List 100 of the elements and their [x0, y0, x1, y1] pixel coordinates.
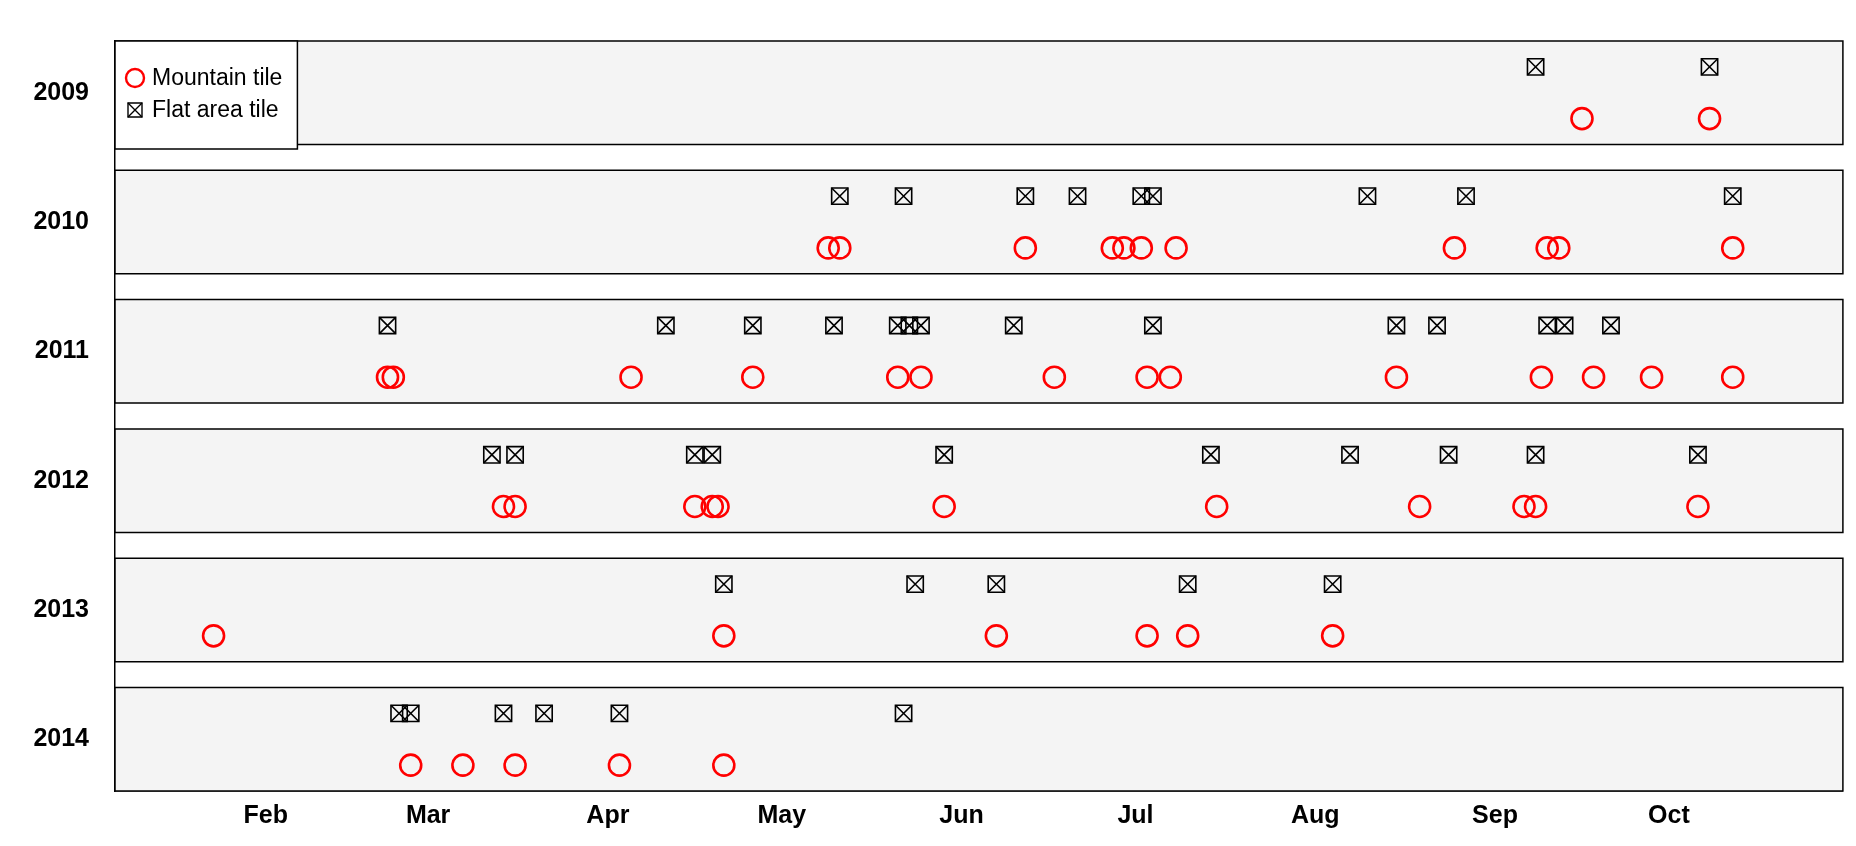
point	[1512, 494, 1536, 519]
point	[1016, 187, 1035, 206]
point	[1158, 365, 1183, 390]
point	[494, 704, 513, 723]
point	[1526, 445, 1545, 464]
point	[700, 494, 725, 519]
point	[685, 445, 704, 464]
point	[888, 316, 907, 335]
point	[1535, 236, 1559, 260]
x-tick-label: Jun	[939, 799, 984, 828]
y-tick-label: 2014	[33, 723, 90, 752]
point	[1407, 494, 1432, 519]
point	[1689, 445, 1707, 464]
point	[1201, 445, 1220, 464]
point	[1132, 187, 1151, 206]
point	[1004, 316, 1023, 335]
point	[894, 187, 913, 206]
point	[503, 494, 527, 519]
point	[900, 316, 919, 335]
x-tick-label: Sep	[1472, 799, 1518, 828]
point	[909, 365, 933, 390]
point	[1358, 187, 1377, 206]
point	[656, 316, 675, 335]
point	[503, 753, 527, 777]
point	[830, 187, 849, 206]
point	[1135, 365, 1159, 390]
y-tick-label: 2012	[33, 464, 89, 493]
point	[1523, 494, 1548, 519]
point	[535, 704, 554, 723]
point	[619, 365, 643, 390]
point	[714, 575, 733, 594]
point	[894, 704, 913, 723]
point	[1384, 365, 1409, 390]
point	[741, 365, 765, 390]
point	[712, 624, 736, 648]
point	[703, 445, 722, 464]
point	[1538, 316, 1557, 335]
point	[825, 316, 843, 335]
point	[1143, 316, 1162, 335]
point	[1135, 624, 1159, 648]
x-tick-label: Apr	[586, 799, 630, 828]
point	[1164, 236, 1188, 260]
point	[1546, 236, 1571, 260]
point	[912, 316, 930, 335]
y-tick-label: 2011	[34, 335, 90, 364]
point	[743, 316, 762, 335]
x-tick-label: May	[757, 799, 807, 828]
point	[1100, 236, 1125, 260]
point	[1720, 365, 1745, 390]
point	[607, 753, 632, 777]
point	[1013, 236, 1038, 260]
point	[1602, 316, 1620, 335]
point	[706, 494, 730, 519]
y-tick-label: 2010	[33, 205, 89, 234]
point	[506, 445, 525, 464]
y-tick-label: 2013	[33, 593, 89, 622]
point	[1341, 445, 1359, 464]
point	[482, 445, 501, 464]
point	[1686, 494, 1710, 519]
point	[932, 494, 956, 519]
point	[1428, 316, 1446, 335]
point	[1323, 575, 1342, 594]
x-tick-label: Mar	[405, 799, 451, 828]
point	[935, 445, 954, 464]
legend-label: Flat area tile	[152, 96, 279, 123]
x-tick-label: Aug	[1290, 799, 1340, 828]
point	[1143, 187, 1162, 206]
point	[712, 753, 736, 777]
point	[1457, 187, 1475, 206]
point	[1178, 575, 1197, 594]
point	[1723, 187, 1742, 206]
y-tick-label: 2009	[33, 76, 89, 105]
point	[1439, 445, 1458, 464]
point	[1204, 494, 1229, 519]
x-tick-label: Jul	[1117, 799, 1154, 828]
point	[1442, 236, 1467, 260]
point	[1068, 187, 1087, 206]
point	[885, 365, 910, 390]
point	[683, 494, 707, 519]
point	[1720, 236, 1745, 260]
point	[1529, 365, 1554, 390]
point	[610, 704, 629, 723]
point	[1639, 365, 1664, 390]
point	[1700, 57, 1719, 76]
legend-label: Mountain tile	[152, 64, 283, 91]
point	[984, 624, 1009, 648]
point	[1129, 236, 1154, 260]
point	[1697, 106, 1722, 131]
point	[1526, 57, 1545, 76]
point	[1570, 106, 1594, 131]
point	[1581, 365, 1606, 390]
point	[451, 753, 475, 777]
point	[816, 236, 840, 260]
x-tick-label: Oct	[1648, 799, 1691, 828]
point	[1175, 624, 1200, 648]
point	[1387, 316, 1406, 335]
point	[1320, 624, 1345, 648]
point	[1042, 365, 1067, 390]
point	[1112, 236, 1136, 260]
point	[827, 236, 852, 260]
